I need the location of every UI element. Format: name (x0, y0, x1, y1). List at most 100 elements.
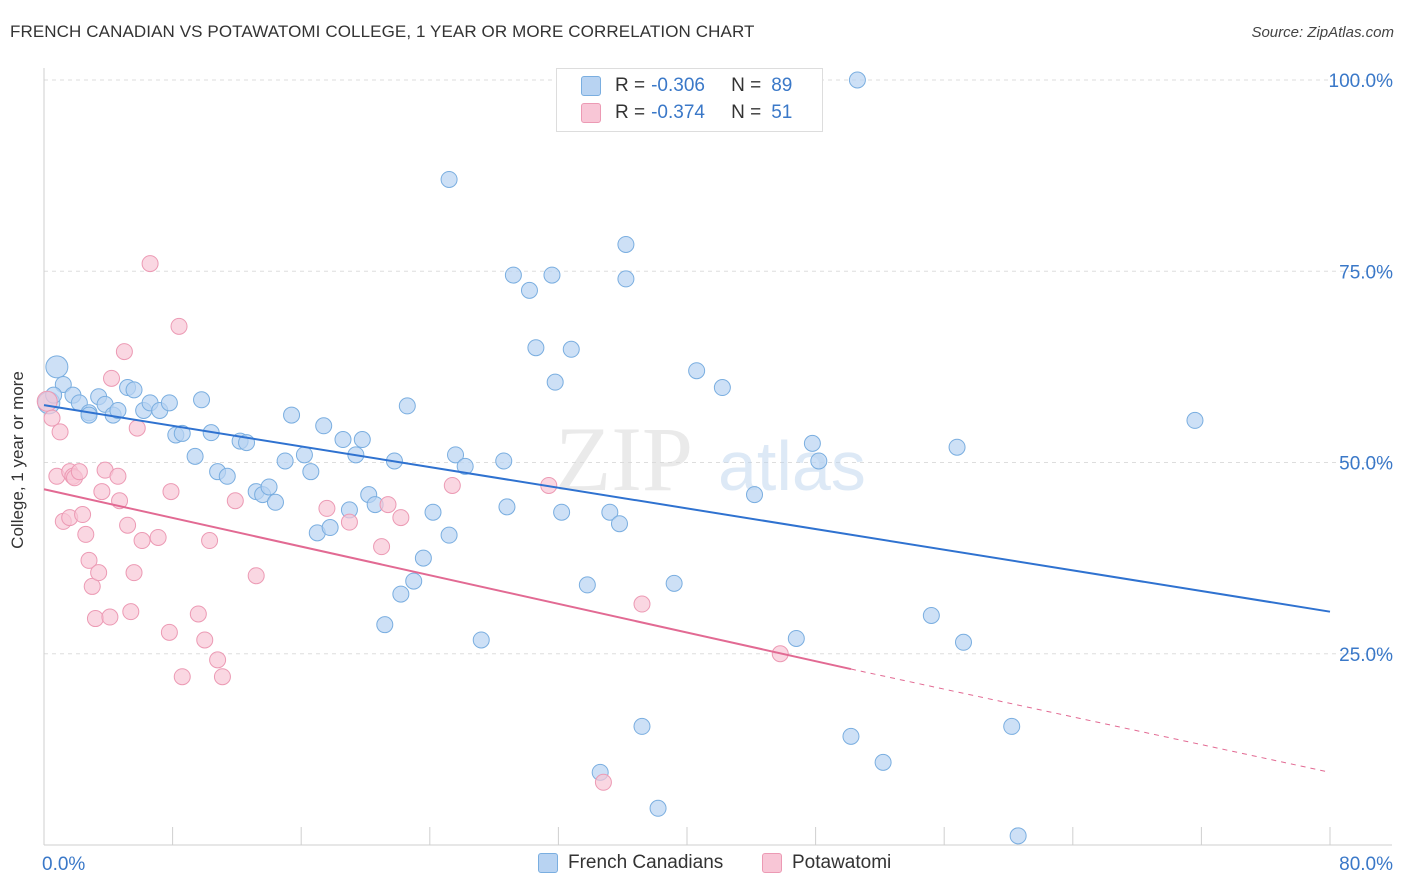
legend-swatch-blue (538, 853, 558, 873)
point-french-canadians (610, 515, 628, 533)
axes (43, 68, 1392, 846)
point-french-canadians (948, 438, 966, 456)
point-potawatomi (141, 255, 159, 273)
point-potawatomi (379, 496, 397, 514)
point-french-canadians (527, 339, 545, 357)
point-potawatomi (196, 631, 214, 649)
point-potawatomi (443, 476, 461, 494)
legend-row-potawatomi: R = -0.374 N = 51 (581, 101, 792, 125)
point-potawatomi (162, 483, 180, 501)
y-axis-label: College, 1 year or more (8, 371, 27, 549)
legend-swatch-pink (762, 853, 782, 873)
point-french-canadians (495, 452, 513, 470)
point-potawatomi (133, 532, 151, 550)
point-french-canadians (315, 417, 333, 435)
point-french-canadians (1186, 411, 1204, 429)
point-potawatomi (103, 369, 121, 387)
point-french-canadians (553, 503, 571, 521)
point-french-canadians (424, 503, 442, 521)
legend-swatch-blue (581, 76, 601, 96)
legend-item-potawatomi[interactable]: Potawatomi (762, 852, 891, 874)
point-french-canadians (546, 373, 564, 391)
point-french-canadians (746, 486, 764, 504)
chart-title: FRENCH CANADIAN VS POTAWATOMI COLLEGE, 1… (10, 22, 755, 41)
point-french-canadians (842, 727, 860, 745)
point-potawatomi (77, 525, 95, 543)
point-french-canadians (283, 406, 301, 424)
point-potawatomi (122, 603, 140, 621)
legend-n-label: N = (731, 102, 762, 123)
point-potawatomi (340, 513, 358, 531)
point-potawatomi (80, 551, 98, 569)
y-tick-label: 100.0% (1329, 71, 1394, 92)
point-potawatomi (90, 564, 108, 582)
point-french-canadians (787, 629, 805, 647)
legend-n-value: 89 (771, 75, 793, 96)
point-potawatomi (101, 608, 119, 626)
point-french-canadians (713, 379, 731, 397)
point-potawatomi (109, 467, 127, 485)
point-potawatomi (93, 483, 111, 501)
point-french-canadians (45, 355, 69, 379)
point-french-canadians (109, 401, 127, 419)
x-tick-label-max: 80.0% (1339, 854, 1393, 875)
point-french-canadians (543, 266, 561, 284)
point-potawatomi (83, 577, 101, 595)
y-tick-label: 25.0% (1339, 645, 1393, 666)
point-french-canadians (456, 457, 474, 475)
point-potawatomi (115, 343, 133, 361)
point-french-canadians (954, 633, 972, 651)
point-french-canadians (193, 391, 211, 409)
watermark-zip: ZIP (555, 408, 693, 510)
point-potawatomi (318, 499, 336, 517)
point-potawatomi (128, 419, 146, 437)
point-french-canadians (414, 549, 432, 567)
point-french-canadians (498, 498, 516, 516)
point-french-canadians (398, 397, 416, 415)
point-french-canadians (472, 631, 490, 649)
point-french-canadians (160, 394, 178, 412)
point-potawatomi (201, 532, 219, 550)
point-potawatomi (43, 409, 61, 427)
point-potawatomi (247, 567, 265, 585)
legend-label: Potawatomi (792, 852, 892, 873)
point-potawatomi (125, 564, 143, 582)
point-french-canadians (810, 452, 828, 470)
point-french-canadians (440, 170, 458, 188)
legend-n-value: 51 (771, 102, 793, 123)
point-french-canadians (321, 519, 339, 537)
point-french-canadians (125, 381, 143, 399)
point-french-canadians (848, 71, 866, 89)
point-french-canadians (578, 576, 596, 594)
point-potawatomi (594, 773, 612, 791)
point-french-canadians (665, 574, 683, 592)
legend-r-value: -0.306 (651, 75, 705, 96)
legend-r-label: R = (615, 102, 646, 123)
grid-lines (44, 79, 1392, 655)
point-potawatomi (36, 390, 58, 412)
point-french-canadians (922, 607, 940, 624)
point-french-canadians (504, 266, 522, 284)
legend-item-french-canadians[interactable]: French Canadians (538, 852, 723, 874)
point-french-canadians (173, 424, 191, 442)
point-french-canadians (392, 585, 410, 603)
point-potawatomi (213, 668, 231, 686)
point-french-canadians (617, 270, 635, 288)
point-french-canadians (353, 431, 371, 449)
point-french-canadians (260, 478, 278, 496)
legend-swatch-pink (581, 103, 601, 123)
point-french-canadians (1009, 827, 1027, 845)
point-potawatomi (170, 317, 188, 335)
point-potawatomi (74, 506, 92, 524)
trend-line-potawatomi-extrapolated (850, 668, 1331, 773)
point-potawatomi (160, 623, 178, 641)
trend-line-potawatomi (43, 488, 852, 671)
legend-r-label: R = (615, 75, 646, 96)
point-potawatomi (70, 463, 88, 481)
legend-series: French Canadians Potawatomi (0, 852, 1406, 878)
watermark: ZIP atlas (555, 408, 866, 510)
point-french-canadians (633, 717, 651, 735)
point-potawatomi (189, 605, 207, 623)
legend-n-label: N = (731, 75, 762, 96)
